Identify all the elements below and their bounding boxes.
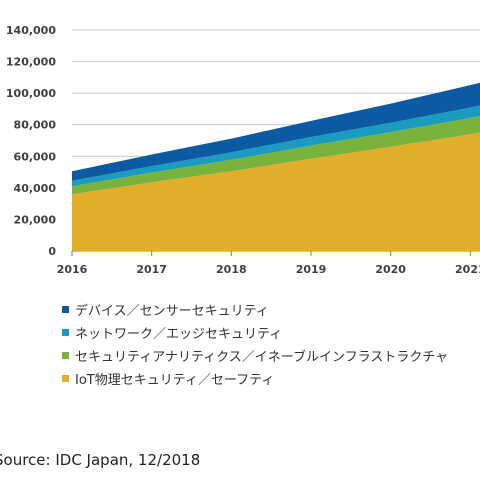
series-area: [72, 82, 480, 181]
x-tick-label: 2016: [57, 263, 88, 276]
legend-item-network-edge: ネットワーク／エッジセキュリティ: [62, 321, 448, 344]
y-tick-label: 140,000: [6, 24, 56, 37]
y-tick-label: 0: [48, 245, 56, 258]
legend-swatch: [62, 329, 69, 336]
series-areas: [72, 82, 480, 251]
series-area: [72, 116, 480, 195]
legend-item-iot-physical: IoT物理セキュリティ／セーフティ: [62, 367, 448, 390]
legend-swatch: [62, 375, 69, 382]
y-tick-label: 20,000: [14, 213, 57, 226]
legend-label: デバイス／センサーセキュリティ: [75, 304, 269, 319]
legend: デバイス／センサーセキュリティ ネットワーク／エッジセキュリティ セキュリティア…: [62, 298, 448, 390]
y-axis-ticks: 0 20,000 40,000 60,000 80,000 100,000 120,000 1…: [6, 24, 56, 258]
y-tick-label: 40,000: [14, 182, 57, 195]
y-tick-label: 60,000: [14, 150, 57, 163]
source-note: Source: IDC Japan, 12/2018: [0, 451, 201, 469]
legend-item-device-sensor: デバイス／センサーセキュリティ: [62, 298, 448, 321]
x-tick-label: 2019: [296, 263, 327, 276]
x-tick-label: 2018: [216, 263, 247, 276]
y-tick-label: 100,000: [6, 87, 56, 100]
x-tick-label: 2020: [375, 263, 406, 276]
y-tick-label: 120,000: [6, 56, 56, 69]
x-tick-label: 2021: [455, 263, 480, 276]
x-axis-ticks: 2016201720182019202020212022: [57, 251, 480, 276]
x-tick-label: 2017: [136, 263, 167, 276]
legend-label: セキュリティアナリティクス／イネーブルインフラストラクチャ: [75, 350, 449, 365]
series-area: [72, 132, 480, 251]
legend-item-analytics-infra: セキュリティアナリティクス／イネーブルインフラストラクチャ: [62, 344, 448, 367]
legend-swatch: [62, 306, 69, 313]
legend-label: ネットワーク／エッジセキュリティ: [75, 327, 283, 342]
legend-swatch: [62, 352, 69, 359]
y-tick-label: 80,000: [14, 119, 57, 132]
series-area: [72, 105, 480, 187]
stacked-area-chart: 0 20,000 40,000 60,000 80,000 100,000 120,000 1…: [6, 24, 480, 276]
legend-label: IoT物理セキュリティ／セーフティ: [75, 373, 275, 388]
